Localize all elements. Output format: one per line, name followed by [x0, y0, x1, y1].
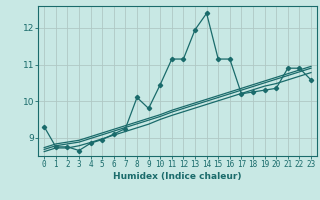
X-axis label: Humidex (Indice chaleur): Humidex (Indice chaleur) — [113, 172, 242, 181]
